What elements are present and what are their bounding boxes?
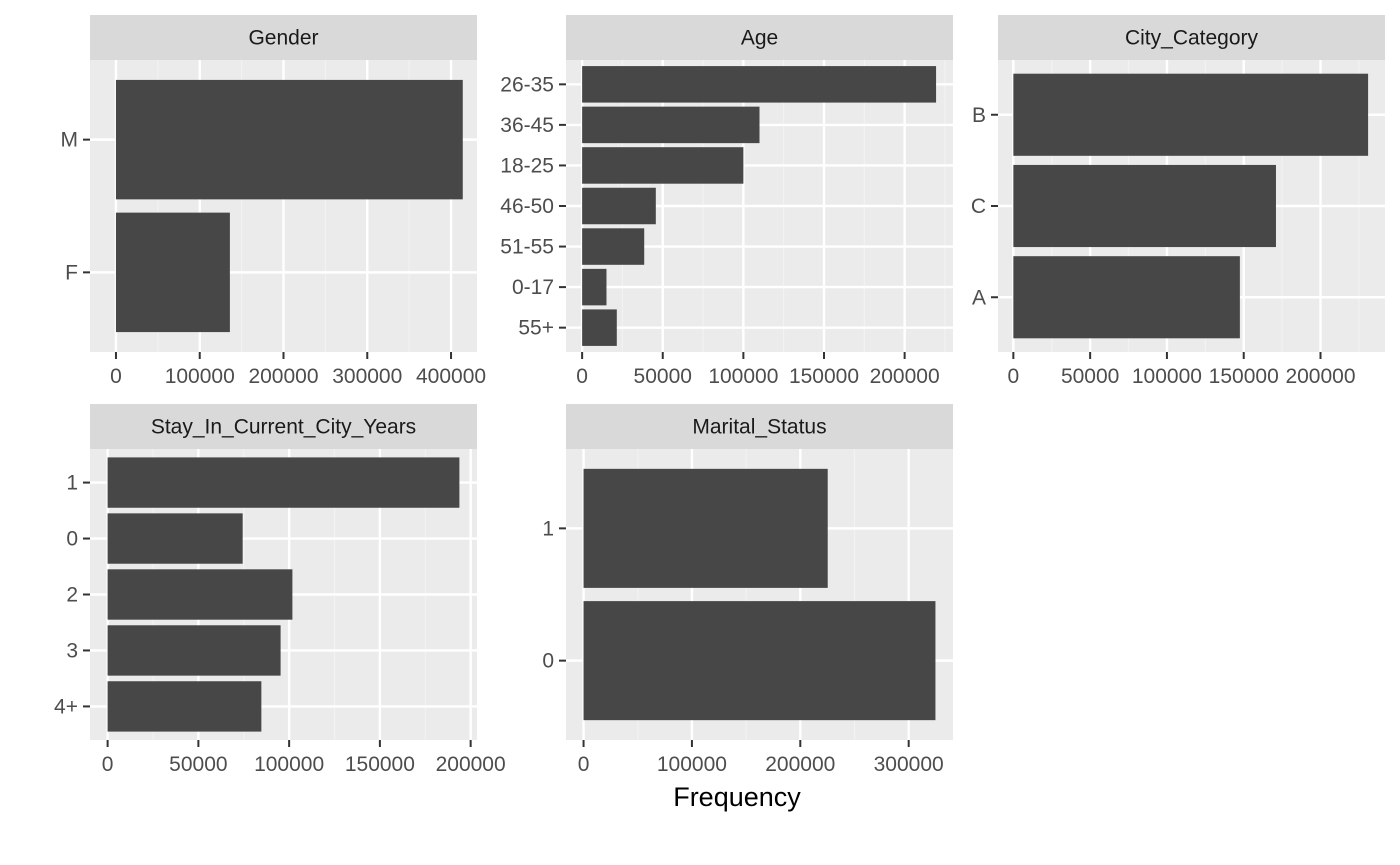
bar-1 — [107, 457, 460, 508]
facet-strip — [566, 404, 953, 449]
facet-title: Marital_Status — [692, 416, 826, 439]
x-tick-label: 100000 — [657, 753, 727, 776]
y-tick-label: 1 — [542, 517, 554, 540]
facet-stay-in-current-city-years: Stay_In_Current_City_Years 1 0 2 3 4+ 0 50000 10… — [54, 404, 506, 776]
x-tick-label: 0 — [578, 753, 590, 776]
bar-36-45 — [582, 106, 760, 144]
x-tick-label: 0 — [102, 753, 114, 776]
x-tick-label: 50000 — [634, 365, 692, 388]
y-tick-label: 0-17 — [512, 276, 554, 299]
x-tick-label: 150000 — [1209, 365, 1279, 388]
bar-0-17 — [582, 268, 607, 306]
facet-title: City_Category — [1125, 27, 1259, 50]
x-tick-label: 300000 — [874, 753, 944, 776]
facet-strip — [90, 15, 477, 60]
bar-0 — [583, 601, 936, 721]
x-tick-label: 400000 — [416, 365, 486, 388]
y-tick-label: B — [972, 104, 986, 127]
y-tick-label: M — [61, 129, 79, 152]
bar-3 — [107, 625, 281, 676]
bar-1 — [583, 468, 828, 588]
y-tick-label: C — [971, 195, 986, 218]
bar-46-50 — [582, 187, 656, 225]
x-tick-label: 200000 — [870, 365, 940, 388]
x-tick-label: 100000 — [708, 365, 778, 388]
y-tick-label: 0 — [542, 650, 554, 673]
x-tick-label: 150000 — [345, 753, 415, 776]
y-tick-label: 55+ — [518, 317, 554, 340]
bar-55+ — [582, 309, 617, 346]
y-tick-label: 4+ — [54, 695, 78, 718]
x-tick-label: 100000 — [165, 365, 235, 388]
bar-51-55 — [582, 228, 645, 265]
y-tick-label: 0 — [66, 528, 78, 551]
bar-M — [115, 79, 463, 200]
bar-18-25 — [582, 147, 744, 184]
x-tick-label: 150000 — [789, 365, 859, 388]
x-axis-title: Frequency — [673, 782, 801, 812]
bar-4+ — [107, 681, 262, 732]
bar-26-35 — [582, 66, 937, 103]
facet-gender: Gender M F 0 100000 200000 300000 400000 — [61, 15, 486, 388]
x-tick-label: 100000 — [254, 753, 324, 776]
facet-title: Gender — [248, 27, 318, 50]
y-tick-label: 36-45 — [500, 114, 554, 137]
y-tick-label: 26-35 — [500, 73, 554, 96]
bar-0 — [107, 513, 243, 564]
facet-strip — [90, 404, 477, 449]
y-tick-label: A — [972, 286, 986, 309]
x-tick-label: 0 — [1008, 365, 1020, 388]
y-tick-label: 46-50 — [500, 195, 554, 218]
facet-city-category: City_Category B C A 0 50000 100000 150000 200000 — [971, 15, 1385, 388]
x-tick-label: 50000 — [169, 753, 227, 776]
facet-age: Age 26-35 36-45 18-25 46-50 51-55 0-17 55+ 0 5000… — [500, 15, 953, 388]
facet-title: Age — [741, 27, 778, 50]
bar-F — [115, 212, 230, 333]
x-tick-label: 0 — [110, 365, 122, 388]
x-tick-label: 100000 — [1132, 365, 1202, 388]
bar-B — [1013, 73, 1369, 156]
facet-title: Stay_In_Current_City_Years — [151, 416, 416, 439]
bar-A — [1013, 256, 1240, 339]
bar-2 — [107, 569, 293, 620]
x-tick-label: 200000 — [436, 753, 506, 776]
bar-C — [1013, 164, 1276, 248]
x-tick-label: 200000 — [765, 753, 835, 776]
x-tick-label: 50000 — [1061, 365, 1119, 388]
facet-marital-status: Marital_Status 1 0 0 100000 200000 300000 — [542, 404, 953, 776]
x-tick-label: 300000 — [332, 365, 402, 388]
facet-strip — [998, 15, 1385, 60]
y-tick-label: F — [65, 261, 78, 284]
y-tick-label: 2 — [66, 584, 78, 607]
facet-strip — [566, 15, 953, 60]
x-tick-label: 200000 — [1285, 365, 1355, 388]
y-tick-label: 51-55 — [500, 236, 554, 259]
y-tick-label: 1 — [66, 472, 78, 495]
y-tick-label: 3 — [66, 639, 78, 662]
x-tick-label: 200000 — [248, 365, 318, 388]
x-tick-label: 0 — [576, 365, 588, 388]
y-tick-label: 18-25 — [500, 154, 554, 177]
